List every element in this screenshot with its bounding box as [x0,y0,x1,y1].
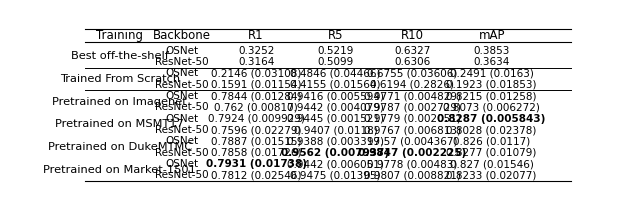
Text: OSNet: OSNet [165,159,198,169]
Text: 0.762 (0.00817): 0.762 (0.00817) [214,102,298,112]
Text: R5: R5 [328,29,343,42]
Text: Best off-the-shelf: Best off-the-shelf [71,51,168,61]
Text: 0.8287 (0.005843): 0.8287 (0.005843) [438,114,546,124]
Text: 0.8277 (0.01079): 0.8277 (0.01079) [447,148,537,158]
Text: 0.3634: 0.3634 [474,57,510,67]
Text: Pretrained on MSMT17: Pretrained on MSMT17 [55,119,184,129]
Text: 0.826 (0.0117): 0.826 (0.0117) [453,136,531,146]
Text: 0.5219: 0.5219 [317,46,354,56]
Text: 0.4155 (0.01564): 0.4155 (0.01564) [290,80,381,90]
Text: Backbone: Backbone [153,29,211,42]
Text: 0.6306: 0.6306 [394,57,431,67]
Text: 0.7858 (0.01726): 0.7858 (0.01726) [211,148,301,158]
Text: 0.2491 (0.0163): 0.2491 (0.0163) [450,68,534,78]
Text: 0.9778 (0.00483): 0.9778 (0.00483) [367,159,458,169]
Text: 0.1591 (0.01154): 0.1591 (0.01154) [211,80,301,90]
Text: 0.9388 (0.003319): 0.9388 (0.003319) [287,136,384,146]
Text: 0.4846 (0.04466): 0.4846 (0.04466) [290,68,381,78]
Text: 0.9562 (0.007937): 0.9562 (0.007937) [282,148,390,158]
Text: 0.8233 (0.02077): 0.8233 (0.02077) [447,170,537,181]
Text: ResNet-50: ResNet-50 [155,57,209,67]
Text: R1: R1 [248,29,264,42]
Text: 0.8215 (0.01258): 0.8215 (0.01258) [447,91,537,101]
Text: 0.7887 (0.01515): 0.7887 (0.01515) [211,136,301,146]
Text: 0.5099: 0.5099 [317,57,353,67]
Text: Training: Training [96,29,143,42]
Text: 0.9779 (0.002051): 0.9779 (0.002051) [364,114,461,124]
Text: 0.7924 (0.009929): 0.7924 (0.009929) [207,114,305,124]
Text: 0.9445 (0.001521): 0.9445 (0.001521) [287,114,384,124]
Text: OSNet: OSNet [165,46,198,56]
Text: 0.7844 (0.01284): 0.7844 (0.01284) [211,91,301,101]
Text: Pretrained on DukeMTMC: Pretrained on DukeMTMC [47,142,192,152]
Text: 0.9767 (0.006813): 0.9767 (0.006813) [364,125,461,135]
Text: 0.3164: 0.3164 [238,57,275,67]
Text: 0.8073 (0.006272): 0.8073 (0.006272) [444,102,540,112]
Text: OSNet: OSNet [165,91,198,101]
Text: 0.2146 (0.03108): 0.2146 (0.03108) [211,68,301,78]
Text: OSNet: OSNet [165,68,198,78]
Text: 97.57 (0.004367): 97.57 (0.004367) [367,136,458,146]
Text: OSNet: OSNet [165,136,198,146]
Text: 0.6327: 0.6327 [394,46,431,56]
Text: 0.9442 (0.006051): 0.9442 (0.006051) [287,159,384,169]
Text: 0.7931 (0.01738): 0.7931 (0.01738) [205,159,307,169]
Text: Pretrained on Imagenet: Pretrained on Imagenet [52,97,187,107]
Text: 0.1923 (0.01853): 0.1923 (0.01853) [447,80,537,90]
Text: 0.9416 (0.005594): 0.9416 (0.005594) [287,91,384,101]
Text: 0.9787 (0.002729): 0.9787 (0.002729) [364,102,461,112]
Text: 0.827 (0.01546): 0.827 (0.01546) [450,159,534,169]
Text: 0.8028 (0.02378): 0.8028 (0.02378) [447,125,537,135]
Text: 0.9407 (0.0118): 0.9407 (0.0118) [294,125,378,135]
Text: R10: R10 [401,29,424,42]
Text: 0.9475 (0.01395): 0.9475 (0.01395) [290,170,381,181]
Text: ResNet-50: ResNet-50 [155,80,209,90]
Text: 0.7812 (0.02546): 0.7812 (0.02546) [211,170,301,181]
Text: 0.6194 (0.2826): 0.6194 (0.2826) [371,80,454,90]
Text: ResNet-50: ResNet-50 [155,102,209,112]
Text: OSNet: OSNet [165,114,198,124]
Text: 0.9847 (0.002225): 0.9847 (0.002225) [358,148,467,158]
Text: 0.3853: 0.3853 [474,46,510,56]
Text: 0.3252: 0.3252 [238,46,275,56]
Text: 0.6755 (0.03606): 0.6755 (0.03606) [367,68,458,78]
Text: ResNet-50: ResNet-50 [155,170,209,181]
Text: Trained From Scratch: Trained From Scratch [60,74,180,84]
Text: mAP: mAP [479,29,505,42]
Text: 0.9442 (0.004079): 0.9442 (0.004079) [287,102,384,112]
Text: 0.9771 (0.004829): 0.9771 (0.004829) [364,91,461,101]
Text: ResNet-50: ResNet-50 [155,125,209,135]
Text: ResNet-50: ResNet-50 [155,148,209,158]
Text: Pretrained on Market-1501: Pretrained on Market-1501 [44,165,196,175]
Text: 0.7596 (0.02279): 0.7596 (0.02279) [211,125,301,135]
Text: 0.9807 (0.008821): 0.9807 (0.008821) [364,170,461,181]
